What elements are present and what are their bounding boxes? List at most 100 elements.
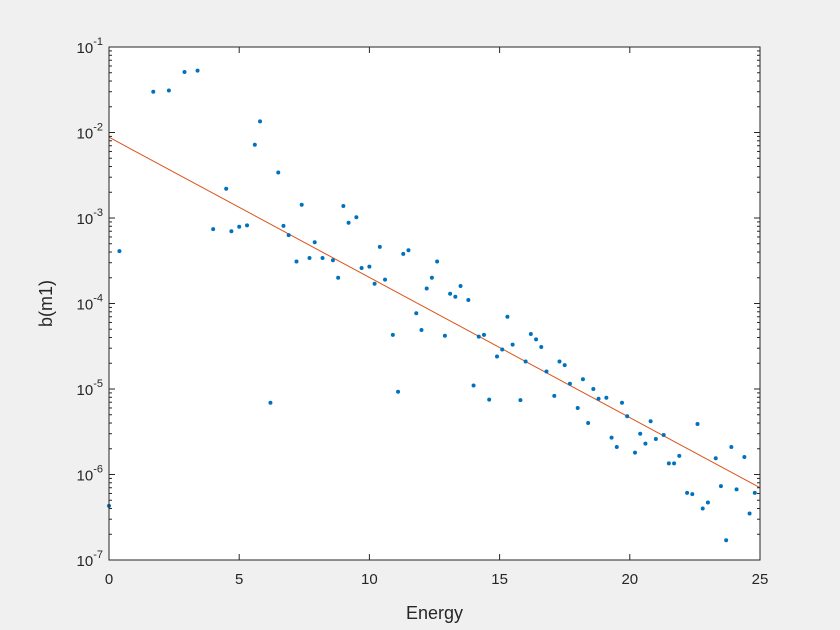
plot-area [109, 47, 760, 560]
data-point [307, 256, 312, 261]
data-point [166, 88, 171, 93]
data-point [619, 400, 624, 405]
data-point [341, 204, 346, 209]
data-point [471, 383, 476, 388]
data-point [312, 240, 317, 245]
y-axis-title: b(m1) [36, 280, 56, 327]
data-point [401, 251, 406, 256]
data-point [604, 395, 609, 400]
data-point [575, 405, 580, 410]
data-point [625, 414, 630, 419]
data-point [494, 354, 499, 359]
data-point [677, 453, 682, 458]
data-point [367, 264, 372, 269]
data-point [346, 220, 351, 225]
y-tick-label: 10-1 [77, 36, 103, 57]
data-point [523, 359, 528, 364]
data-point [396, 389, 401, 394]
x-tick-label: 0 [105, 571, 113, 588]
data-point [276, 170, 281, 175]
scatter-points-layer [107, 68, 757, 543]
data-point [586, 421, 591, 426]
x-tick-label: 25 [752, 571, 769, 588]
data-point [268, 400, 273, 405]
data-point [596, 396, 601, 401]
data-point [648, 419, 653, 424]
data-point [666, 461, 671, 466]
x-tick-label: 10 [361, 571, 378, 588]
data-point [544, 369, 549, 374]
data-point [539, 344, 544, 349]
data-point [705, 500, 710, 505]
data-point [258, 119, 263, 124]
y-tick-label: 10-3 [77, 207, 103, 228]
data-point [406, 248, 411, 253]
y-axis: 10-7 10-6 10-5 10-4 10-3 10-2 10-1 [77, 36, 760, 570]
data-point [414, 311, 419, 316]
x-tick-label: 5 [235, 571, 243, 588]
data-point [458, 284, 463, 289]
data-point [500, 347, 505, 352]
data-point [281, 223, 286, 228]
data-point [534, 337, 539, 342]
data-point [429, 275, 434, 280]
data-point [609, 435, 614, 440]
data-point [336, 275, 341, 280]
data-point [638, 431, 643, 436]
data-point [359, 266, 364, 271]
data-point [299, 202, 304, 207]
data-point [713, 456, 718, 461]
data-point [294, 259, 299, 264]
data-point [552, 393, 557, 398]
x-axis-title: Energy [406, 603, 463, 623]
data-point [729, 444, 734, 449]
data-point [661, 432, 666, 437]
data-point [237, 224, 242, 229]
data-point [685, 490, 690, 495]
data-point [518, 398, 523, 403]
data-point [528, 331, 533, 336]
data-point [151, 89, 156, 94]
data-point [476, 334, 481, 339]
data-point [562, 363, 567, 368]
y-tick-label: 10-2 [77, 122, 103, 143]
fit-line-layer [108, 136, 761, 489]
data-point [330, 258, 335, 263]
data-point [252, 142, 257, 147]
data-point [567, 381, 572, 386]
data-point [182, 70, 187, 75]
data-point [695, 421, 700, 426]
data-point [117, 249, 122, 254]
data-point [487, 397, 492, 402]
data-point [224, 186, 229, 191]
data-point [377, 244, 382, 249]
data-point [448, 291, 453, 296]
data-point [286, 233, 291, 238]
data-point [718, 484, 723, 489]
data-point [734, 487, 739, 492]
data-point [419, 327, 424, 332]
data-point [614, 444, 619, 449]
data-point [672, 461, 677, 466]
data-point [195, 68, 200, 73]
y-tick-label: 10-5 [77, 378, 103, 399]
data-point [752, 490, 757, 495]
data-point [390, 332, 395, 337]
data-point [320, 256, 325, 261]
data-point [211, 227, 216, 232]
data-point [643, 441, 648, 446]
x-axis: 0 5 10 15 20 25 [105, 47, 769, 588]
data-point [442, 333, 447, 338]
data-point [453, 294, 458, 299]
data-point [580, 377, 585, 382]
data-point [229, 229, 234, 234]
data-point [510, 342, 515, 347]
data-point [354, 215, 359, 220]
y-tick-label: 10-6 [77, 464, 103, 485]
data-point [700, 506, 705, 511]
data-point [653, 437, 658, 442]
y-tick-label: 10-7 [77, 549, 103, 570]
data-point [742, 455, 747, 460]
data-point [481, 332, 486, 337]
data-point [424, 286, 429, 291]
